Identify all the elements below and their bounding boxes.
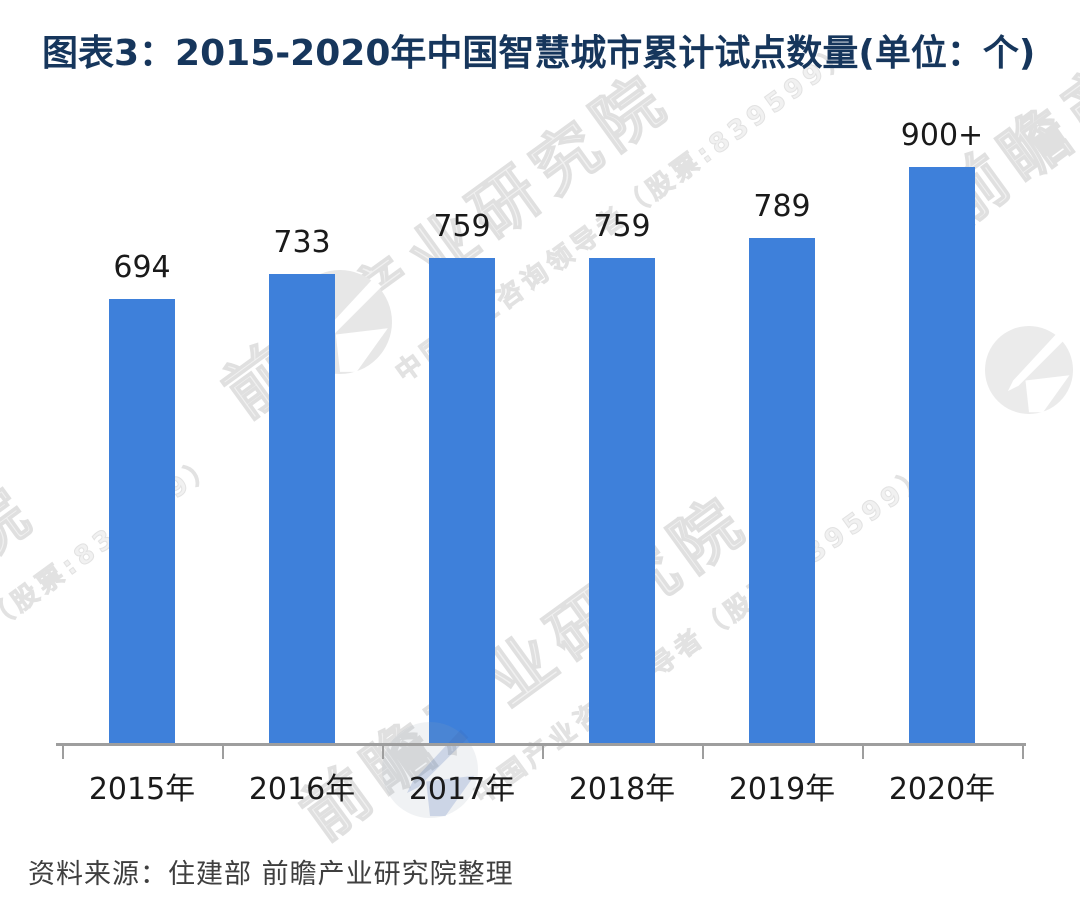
bar-value-label: 789 — [753, 189, 811, 224]
bar-2016年 — [269, 274, 335, 745]
x-axis-tick — [62, 746, 64, 759]
bar-2018年 — [589, 258, 655, 745]
bar-2017年 — [429, 258, 495, 745]
bar-2015年 — [109, 299, 175, 745]
x-axis-tick — [222, 746, 224, 759]
x-axis-label: 2019年 — [728, 772, 836, 807]
bar-value-label: 694 — [113, 250, 171, 285]
source-note: 资料来源：住建部 前瞻产业研究院整理 — [28, 859, 514, 890]
chart-title: 图表3：2015-2020年中国智慧城市累计试点数量(单位：个) — [42, 33, 1036, 74]
x-axis-label: 2017年 — [408, 772, 516, 807]
x-axis-label: 2016年 — [248, 772, 356, 807]
x-axis-line — [56, 743, 1026, 746]
bar-value-label: 759 — [593, 209, 651, 244]
bar-value-label: 733 — [273, 225, 331, 260]
x-axis-tick — [542, 746, 544, 759]
x-axis-label: 2018年 — [568, 772, 676, 807]
x-axis-tick — [1022, 746, 1024, 759]
x-axis-label: 2020年 — [888, 772, 996, 807]
bar-2019年 — [749, 238, 815, 745]
x-axis-tick — [702, 746, 704, 759]
bar-value-label: 900+ — [900, 118, 984, 153]
bar-2020年 — [909, 167, 975, 745]
x-axis-label: 2015年 — [88, 772, 196, 807]
bar-value-label: 759 — [433, 209, 491, 244]
x-axis-tick — [382, 746, 384, 759]
x-axis-tick — [862, 746, 864, 759]
